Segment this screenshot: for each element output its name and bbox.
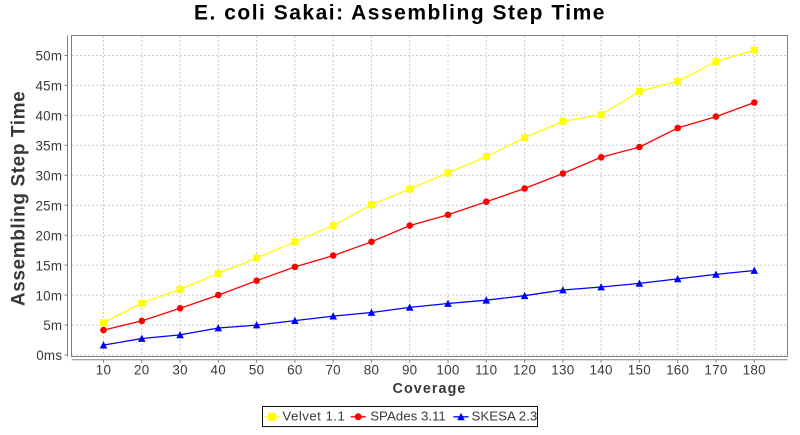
svg-text:90: 90 (402, 363, 418, 378)
svg-text:20m: 20m (35, 228, 62, 243)
svg-text:80: 80 (364, 363, 380, 378)
svg-text:180: 180 (743, 363, 766, 378)
svg-text:25m: 25m (35, 198, 62, 213)
svg-text:170: 170 (704, 363, 727, 378)
svg-text:5m: 5m (43, 318, 62, 333)
svg-text:40: 40 (211, 363, 227, 378)
svg-text:30m: 30m (35, 169, 62, 184)
svg-text:SPAdes 3.11: SPAdes 3.11 (370, 409, 446, 424)
svg-text:140: 140 (589, 363, 612, 378)
svg-text:110: 110 (475, 363, 497, 378)
svg-text:10: 10 (96, 363, 112, 378)
svg-text:10m: 10m (35, 288, 62, 303)
svg-text:50: 50 (249, 363, 265, 378)
svg-text:160: 160 (666, 363, 689, 378)
svg-text:15m: 15m (35, 258, 62, 273)
svg-text:20: 20 (134, 363, 150, 378)
svg-text:120: 120 (513, 363, 536, 378)
svg-text:70: 70 (325, 363, 341, 378)
svg-text:50m: 50m (35, 49, 62, 64)
svg-text:45m: 45m (35, 79, 62, 94)
svg-text:150: 150 (628, 363, 651, 378)
svg-text:Assembling Step Time: Assembling Step Time (9, 91, 30, 306)
svg-text:SKESA 2.3: SKESA 2.3 (472, 409, 538, 424)
svg-text:E. coli Sakai: Assembling Step: E. coli Sakai: Assembling Step Time (194, 2, 606, 25)
svg-text:130: 130 (551, 363, 574, 378)
svg-text:Coverage: Coverage (393, 381, 467, 397)
svg-text:0ms: 0ms (36, 348, 62, 363)
svg-text:30: 30 (172, 363, 188, 378)
svg-text:40m: 40m (35, 109, 62, 124)
svg-text:100: 100 (436, 363, 459, 378)
svg-text:Velvet 1.1: Velvet 1.1 (282, 409, 345, 424)
svg-text:60: 60 (287, 363, 303, 378)
svg-text:35m: 35m (35, 139, 62, 154)
